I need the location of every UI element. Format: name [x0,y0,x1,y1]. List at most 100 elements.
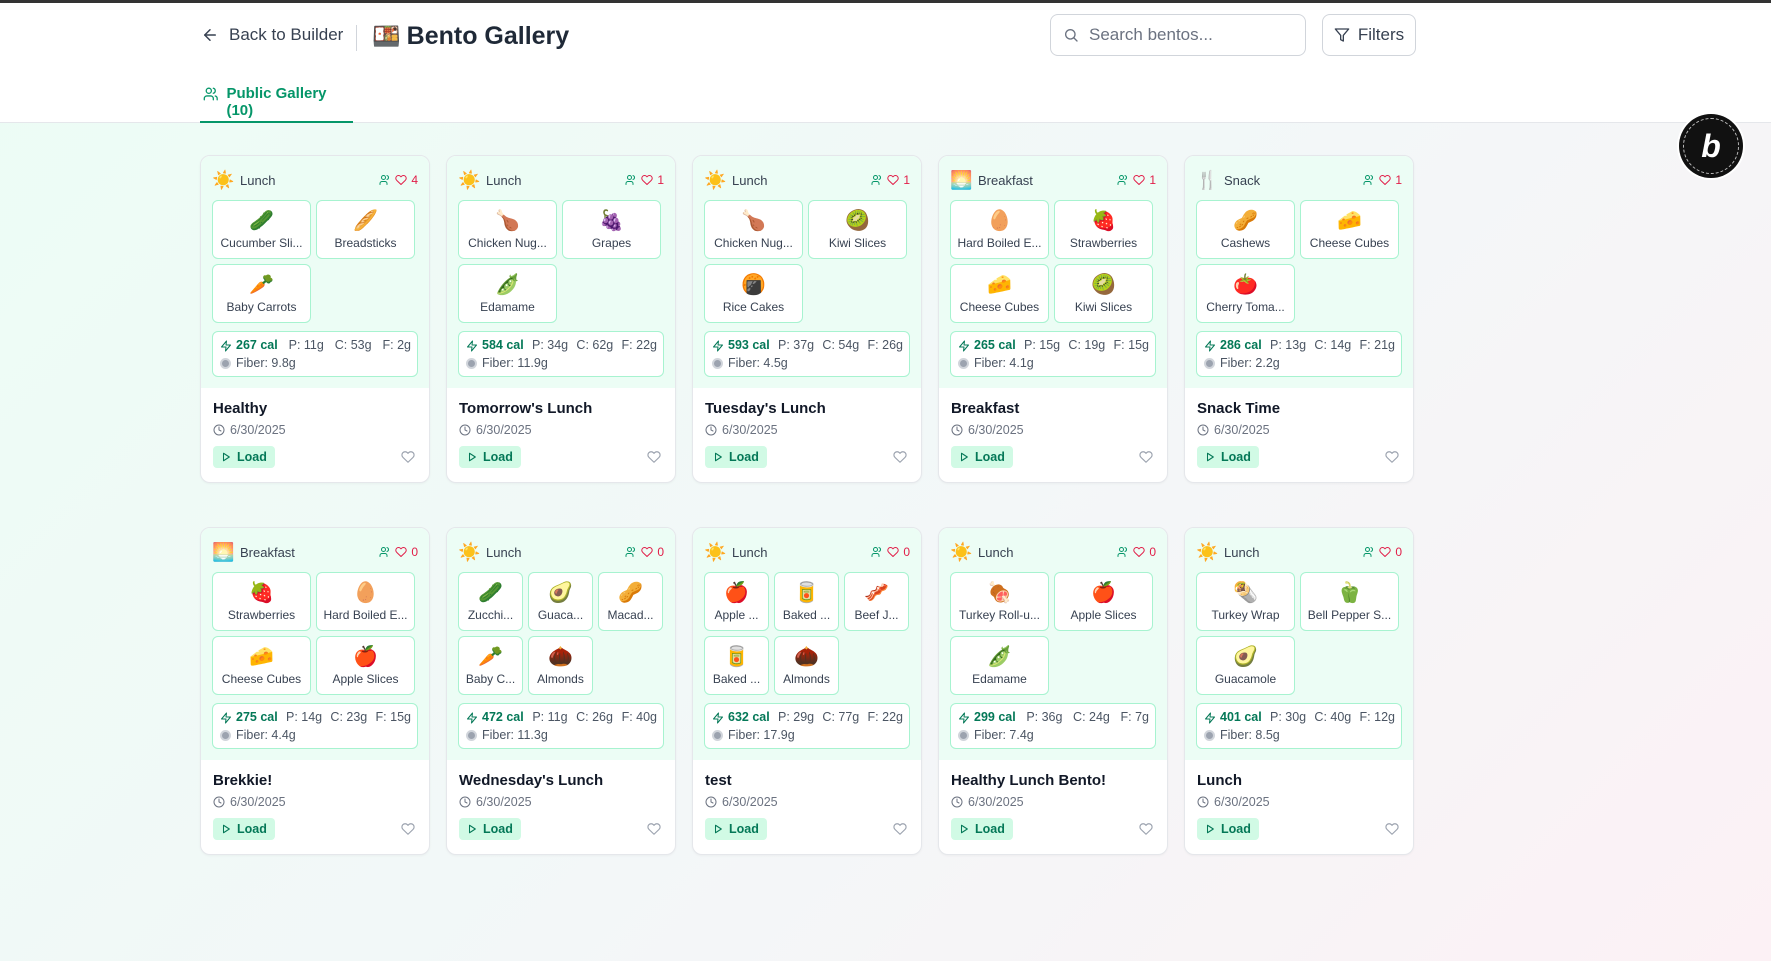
bento-card[interactable]: ☀️ Lunch 1 🍗 Chicken Nug... 🍇 Grapes 🫛 Edamame 58… [446,155,676,483]
food-item[interactable]: 🥜 Macad... [598,572,663,631]
load-button[interactable]: Load [213,446,275,468]
food-item[interactable]: 🥚 Hard Boiled E... [316,572,415,631]
food-item[interactable]: 🌯 Turkey Wrap [1196,572,1295,631]
food-item[interactable]: 🥒 Cucumber Sli... [212,200,311,259]
food-item[interactable]: 🥒 Zucchi... [458,572,523,631]
meal-type-icon: 🍴 [1196,169,1219,190]
food-item[interactable]: 🍗 Chicken Nug... [458,200,557,259]
users-icon [379,547,390,557]
food-item[interactable]: 🫛 Edamame [950,636,1049,695]
food-item-name: Grapes [591,235,632,250]
food-item[interactable]: 🍓 Strawberries [212,572,311,631]
meal-type-icon: 🌅 [950,169,973,190]
bento-card[interactable]: ☀️ Lunch 0 🍎 Apple ... 🥫 Baked ... 🥓 Beef J... 🥫 B… [692,527,922,855]
like-heart-icon[interactable] [1139,822,1153,836]
food-item-name: Cheese Cubes [1309,235,1390,250]
load-button[interactable]: Load [213,818,275,840]
food-item-name: Kiwi Slices [828,235,887,250]
bento-card[interactable]: ☀️ Lunch 1 🍗 Chicken Nug... 🥝 Kiwi Slices 🍘 Rice… [692,155,922,483]
load-button[interactable]: Load [705,818,767,840]
food-icon: 🍎 [1091,581,1116,604]
food-item[interactable]: 🌰 Almonds [774,636,839,695]
filters-button[interactable]: Filters [1322,14,1416,56]
food-item[interactable]: 🍎 Apple ... [704,572,769,631]
food-item[interactable]: 🍅 Cherry Toma... [1196,264,1295,323]
food-item[interactable]: 🧀 Cheese Cubes [212,636,311,695]
food-icon: 🫑 [1337,581,1362,604]
meal-type-icon: ☀️ [458,541,481,562]
bento-card[interactable]: ☀️ Lunch 0 🥒 Zucchi... 🥑 Guaca... 🥜 Macad... 🥕 Bab… [446,527,676,855]
load-button[interactable]: Load [705,446,767,468]
food-item[interactable]: 🥫 Baked ... [774,572,839,631]
tab-public-gallery[interactable]: Public Gallery (10) [200,75,353,123]
like-heart-icon[interactable] [401,822,415,836]
bento-card[interactable]: ☀️ Lunch 4 🥒 Cucumber Sli... 🥖 Breadsticks 🥕 Bab… [200,155,430,483]
food-item[interactable]: 🥜 Cashews [1196,200,1295,259]
food-item[interactable]: 🥝 Kiwi Slices [808,200,907,259]
clock-icon [459,424,471,436]
food-item[interactable]: 🥕 Baby C... [458,636,523,695]
like-heart-icon[interactable] [401,450,415,464]
bento-card[interactable]: ☀️ Lunch 0 🍖 Turkey Roll-u... 🍎 Apple Slices 🫛 E… [938,527,1168,855]
load-button[interactable]: Load [951,446,1013,468]
macros-row: 401 cal P: 30g C: 40g F: 12g [1204,710,1395,724]
like-heart-icon[interactable] [893,450,907,464]
like-heart-icon[interactable] [1385,822,1399,836]
load-button[interactable]: Load [951,818,1013,840]
tab-public-gallery-label: Public Gallery (10) [226,85,327,119]
search-box[interactable] [1050,14,1306,56]
nutrition-summary: 472 cal P: 11g C: 26g F: 40g Fiber: 11.3g [458,703,664,749]
like-heart-icon[interactable] [893,822,907,836]
fat: F: 7g [1120,710,1149,724]
calories: 299 cal [958,710,1016,724]
users-icon [379,175,390,185]
like-heart-icon[interactable] [1139,450,1153,464]
food-item[interactable]: 🥑 Guacamole [1196,636,1295,695]
load-button[interactable]: Load [1197,446,1259,468]
food-item[interactable]: 🍎 Apple Slices [1054,572,1153,631]
like-count: 1 [1149,173,1156,187]
like-count: 0 [411,545,418,559]
like-heart-icon[interactable] [1385,450,1399,464]
food-item[interactable]: 🥕 Baby Carrots [212,264,311,323]
food-item[interactable]: 🧀 Cheese Cubes [950,264,1049,323]
food-item[interactable]: 🍖 Turkey Roll-u... [950,572,1049,631]
bento-card[interactable]: ☀️ Lunch 0 🌯 Turkey Wrap 🫑 Bell Pepper S... 🥑 Gu… [1184,527,1414,855]
load-button[interactable]: Load [1197,818,1259,840]
carbs: C: 24g [1073,710,1110,724]
food-item[interactable]: 🍘 Rice Cakes [704,264,803,323]
food-item[interactable]: 🍇 Grapes [562,200,661,259]
food-item[interactable]: 🥓 Beef J... [844,572,909,631]
food-item[interactable]: 🍗 Chicken Nug... [704,200,803,259]
food-item[interactable]: 🧀 Cheese Cubes [1300,200,1399,259]
bento-card[interactable]: 🌅 Breakfast 0 🍓 Strawberries 🥚 Hard Boiled E..… [200,527,430,855]
macros-row: 265 cal P: 15g C: 19g F: 15g [958,338,1149,352]
like-heart-icon[interactable] [647,450,661,464]
food-item[interactable]: 🫑 Bell Pepper S... [1300,572,1399,631]
food-item-name: Chicken Nug... [714,235,793,250]
fiber-row: Fiber: 17.9g [712,728,903,742]
protein: P: 15g [1024,338,1061,352]
food-item[interactable]: 🍎 Apple Slices [316,636,415,695]
food-item[interactable]: 🥑 Guaca... [528,572,593,631]
food-item[interactable]: 🥚 Hard Boiled E... [950,200,1049,259]
food-item[interactable]: 🥫 Baked ... [704,636,769,695]
back-to-builder-link[interactable]: Back to Builder [201,25,343,45]
bolt-badge[interactable]: b [1679,114,1743,178]
food-item[interactable]: 🍓 Strawberries [1054,200,1153,259]
food-item[interactable]: 🌰 Almonds [528,636,593,695]
search-input[interactable] [1089,25,1289,45]
food-item[interactable]: 🥖 Breadsticks [316,200,415,259]
food-item[interactable]: 🫛 Edamame [458,264,557,323]
food-icon: 🥖 [353,209,378,232]
card-footer: Snack Time 6/30/2025 Load [1185,388,1413,482]
play-icon [468,824,476,834]
bento-card[interactable]: 🌅 Breakfast 1 🥚 Hard Boiled E... 🍓 Strawberrie… [938,155,1168,483]
load-button[interactable]: Load [459,818,521,840]
bento-card[interactable]: 🍴 Snack 1 🥜 Cashews 🧀 Cheese Cubes 🍅 Cherry Toma… [1184,155,1414,483]
like-heart-icon[interactable] [647,822,661,836]
fiber-row: Fiber: 4.4g [220,728,411,742]
load-button[interactable]: Load [459,446,521,468]
food-item[interactable]: 🥝 Kiwi Slices [1054,264,1153,323]
calories: 275 cal [220,710,278,724]
